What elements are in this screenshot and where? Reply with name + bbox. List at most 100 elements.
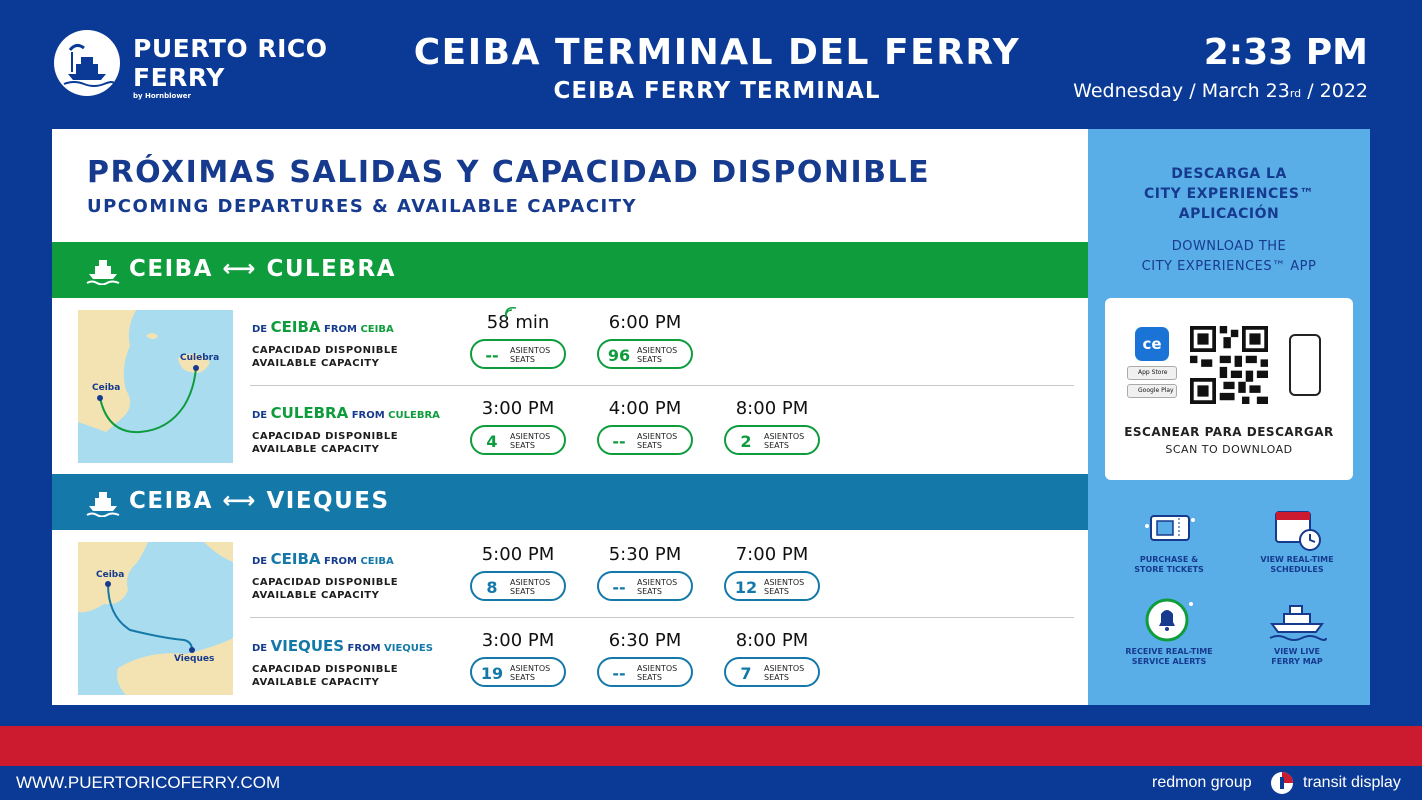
capacity-label: CAPACIDAD DISPONIBLE AVAILABLE CAPACITY [252,345,399,369]
map-label-ceiba: Ceiba [96,570,125,580]
origin-name-en: VIEQUES [384,643,433,654]
capacity-label: CAPACIDAD DISPONIBLE AVAILABLE CAPACITY [252,577,399,601]
route-name: CEIBA ⟷ VIEQUES [129,488,390,514]
capacity-label: CAPACIDAD DISPONIBLE AVAILABLE CAPACITY [252,664,399,688]
departure-time: 5:00 PM [481,544,555,565]
seat-badge: -- ASIENTOS SEATS [597,657,693,687]
footer-band [0,726,1422,766]
seat-badge: -- ASIENTOS SEATS [597,425,693,455]
seat-count: 2 [740,432,752,451]
ferry-logo-icon [63,43,115,87]
row-divider [250,617,1074,618]
direction-line: DE CULEBRA FROM CULEBRA [252,404,440,422]
website-link[interactable]: WWW.PUERTORICOFERRY.COM [16,773,281,792]
origin-name: CEIBA [270,318,321,336]
route-name: CEIBA ⟷ CULEBRA [129,256,396,282]
map-label-vieques: Vieques [174,654,215,664]
logo [54,30,120,96]
seat-count: 4 [486,432,498,451]
seat-count: -- [485,346,499,365]
departure-time: 3:00 PM [481,630,555,651]
departure-time: 8:00 PM [735,630,809,651]
feature-label-ferry-map: VIEW LIVE FERRY MAP [1271,647,1323,666]
page-title-es: CEIBA TERMINAL DEL FERRY [413,32,1021,73]
feature-label-alerts: RECEIVE REAL-TIME SERVICE ALERTS [1125,647,1213,666]
seat-count: 12 [734,578,758,597]
seat-badge: -- ASIENTOS SEATS [470,339,566,369]
download-title-es: DESCARGA LA CITY EXPERIENCES™ APLICACIÓN [1144,166,1314,222]
departure-time: 58 min [486,312,550,333]
departure-time: 8:00 PM [735,398,809,419]
app-store-badge[interactable]: App Store [1127,366,1177,380]
seat-count: 8 [486,578,498,597]
seat-badge: 7 ASIENTOS SEATS [724,657,820,687]
departure-time: 6:30 PM [608,630,682,651]
origin-name: VIEQUES [270,637,345,655]
route-map-culebra: Culebra Ceiba [78,310,233,463]
date-weekday: Wednesday [1073,80,1184,102]
date-ordinal: rd [1289,87,1302,100]
brand-subtitle: by Hornblower [133,92,191,100]
row-divider [250,385,1074,386]
direction-line: DE CEIBA FROM CEIBA [252,318,394,336]
page-title-en: CEIBA FERRY TERMINAL [553,78,881,104]
route-map-vieques: Ceiba Vieques [78,542,233,695]
google-play-badge[interactable]: Google Play [1127,384,1177,398]
ticket-icon [1145,515,1195,541]
seat-badge: 4 ASIENTOS SEATS [470,425,566,455]
origin-name: CULEBRA [270,404,349,422]
origin-name-en: CEIBA [360,556,394,567]
direction-line: DE CEIBA FROM CEIBA [252,550,394,568]
scan-label-en: SCAN TO DOWNLOAD [1165,443,1293,456]
section-title-es: PRÓXIMAS SALIDAS Y CAPACIDAD DISPONIBLE [87,155,931,190]
origin-name-en: CULEBRA [388,410,440,421]
ferry-icon [86,260,120,285]
ferry-icon [86,492,120,517]
credit-transit-display: transit display [1303,774,1401,791]
qr-code-icon[interactable] [1190,326,1268,404]
scan-label-es: ESCANEAR PARA DESCARGAR [1124,425,1334,439]
seat-count: 19 [480,664,504,683]
phone-icon [1289,334,1321,396]
seat-badge: 19 ASIENTOS SEATS [470,657,566,687]
live-signal-icon [504,306,517,318]
seat-badge: 96 ASIENTOS SEATS [597,339,693,369]
departure-time: 5:30 PM [608,544,682,565]
city-experiences-app-icon: ce [1135,327,1169,361]
departure-time: 6:00 PM [608,312,682,333]
download-title-en: DOWNLOAD THE CITY EXPERIENCES™ APP [1141,239,1317,274]
departure-time: 4:00 PM [608,398,682,419]
bell-icon [1145,598,1193,642]
departure-time: 3:00 PM [481,398,555,419]
seat-count: -- [612,432,626,451]
direction-line: DE VIEQUES FROM VIEQUES [252,637,433,655]
seat-badge: 2 ASIENTOS SEATS [724,425,820,455]
ferry-map-icon [1269,605,1327,641]
route-band-vieques: CEIBA ⟷ VIEQUES [52,474,1088,530]
credit-redmon: redmon group [1152,774,1252,791]
seat-count: 7 [740,664,752,683]
route-band-culebra: CEIBA ⟷ CULEBRA [52,242,1088,298]
brand-name-line-1: PUERTO RICO [133,34,328,63]
map-image [78,310,210,434]
origin-name-en: CEIBA [360,324,394,335]
seat-badge: 8 ASIENTOS SEATS [470,571,566,601]
date-month-day: March 23 [1201,80,1290,102]
date-year: 2022 [1319,80,1368,102]
capacity-label: CAPACIDAD DISPONIBLE AVAILABLE CAPACITY [252,431,399,455]
brand-name-line-2: FERRY [133,63,225,92]
footer [0,766,1422,800]
date-sep: / [1307,80,1314,102]
map-label-culebra: Culebra [180,353,220,363]
seat-count: -- [612,664,626,683]
seat-badge: 12 ASIENTOS SEATS [724,571,820,601]
seat-badge: -- ASIENTOS SEATS [597,571,693,601]
seat-count: -- [612,578,626,597]
section-title-en: UPCOMING DEPARTURES & AVAILABLE CAPACITY [87,196,638,217]
feature-label-schedules: VIEW REAL-TIME SCHEDULES [1260,555,1334,574]
origin-name: CEIBA [270,550,321,568]
feature-label-tickets: PURCHASE & STORE TICKETS [1134,555,1204,574]
date-line: Wednesday / March 23rd / 2022 [1073,80,1368,102]
transit-display-logo-icon [1271,772,1293,794]
departure-time: 7:00 PM [735,544,809,565]
